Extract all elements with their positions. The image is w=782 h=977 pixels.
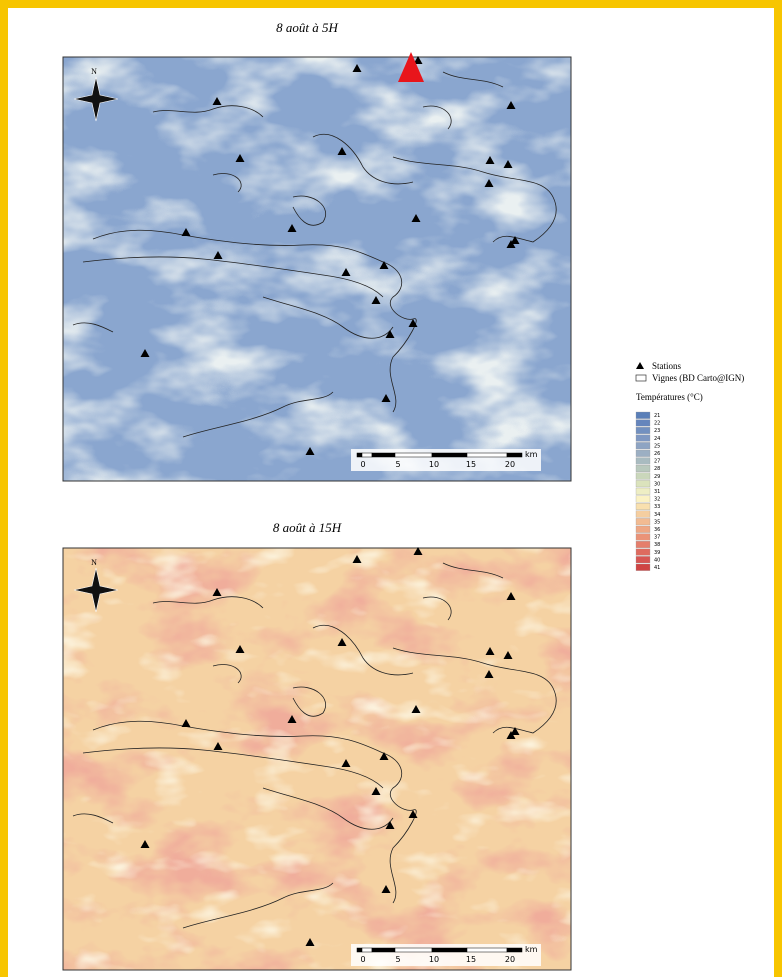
temperature-field: [63, 57, 571, 481]
legend-class-label: 41: [654, 565, 660, 571]
legend-swatch: [636, 420, 650, 427]
legend-class-label: 32: [654, 497, 660, 503]
legend-swatch: [636, 496, 650, 503]
map-title: 8 août à 5H: [276, 20, 338, 35]
scale-bar-segment: [357, 453, 362, 457]
legend-class-label: 38: [654, 542, 660, 548]
legend-temperature-title: Températures (°C): [636, 392, 703, 402]
legend-class-label: 37: [654, 535, 660, 541]
scale-bar-segment: [372, 453, 395, 457]
scale-bar-segment: [432, 453, 467, 457]
legend-class-label: 27: [654, 459, 660, 465]
legend-class-label: 35: [654, 519, 660, 525]
scale-label: 20: [505, 955, 515, 964]
legend-swatch: [636, 556, 650, 563]
legend-class-label: 33: [654, 504, 660, 510]
legend-swatch: [636, 511, 650, 518]
legend-stations: Stations: [652, 361, 682, 371]
legend-swatch: [636, 427, 650, 434]
legend-vines: Vignes (BD Carto@IGN): [652, 373, 744, 383]
scale-unit: km: [525, 945, 538, 954]
legend-swatch: [636, 442, 650, 449]
legend-class-label: 36: [654, 527, 660, 533]
scale-label: 15: [466, 460, 476, 469]
legend-class-label: 26: [654, 451, 660, 457]
legend-swatch: [636, 473, 650, 480]
scale-bar-segment: [507, 948, 522, 952]
legend-class-label: 22: [654, 421, 660, 427]
scale-bar-segment: [357, 948, 362, 952]
scale-bar-segment: [395, 948, 432, 952]
legend-swatch: [636, 450, 650, 457]
scale-label: 15: [466, 955, 476, 964]
scale-bar-segment: [467, 453, 507, 457]
legend-swatch: [636, 518, 650, 525]
scale-bar-segment: [362, 948, 372, 952]
scale-label: 10: [429, 460, 439, 469]
scale-unit: km: [525, 450, 538, 459]
scale-label: 5: [395, 955, 400, 964]
legend-class-label: 25: [654, 443, 660, 449]
legend-swatch: [636, 541, 650, 548]
legend-swatch: [636, 534, 650, 541]
scale-bar-segment: [395, 453, 432, 457]
legend-class-label: 28: [654, 466, 660, 472]
scale-bar-segment: [432, 948, 467, 952]
legend-class-label: 30: [654, 481, 660, 487]
legend-swatch: [636, 503, 650, 510]
map-panel: 8 août à 15H N 0 5 10 15 20 km: [63, 520, 571, 970]
scale-label: 0: [360, 460, 365, 469]
scale-label: 20: [505, 460, 515, 469]
legend-swatch: [636, 458, 650, 465]
north-label: N: [91, 558, 97, 567]
scale-bar-segment: [507, 453, 522, 457]
legend-class-label: 24: [654, 436, 660, 442]
legend-class-label: 34: [654, 512, 660, 518]
figure: Stations Vignes (BD Carto@IGN) Températu…: [0, 0, 782, 977]
legend-swatch: [636, 412, 650, 419]
legend-class-label: 39: [654, 550, 660, 556]
scale-label: 0: [360, 955, 365, 964]
legend-swatch: [636, 435, 650, 442]
legend-class-label: 31: [654, 489, 660, 495]
legend-swatch: [636, 465, 650, 472]
legend-class-label: 40: [654, 557, 660, 563]
legend-class-label: 23: [654, 428, 660, 434]
scale-label: 5: [395, 460, 400, 469]
legend-class-label: 21: [654, 413, 660, 419]
legend-swatch: [636, 480, 650, 487]
temperature-field: [63, 548, 571, 970]
legend-class-label: 29: [654, 474, 660, 480]
scale-label: 10: [429, 955, 439, 964]
scale-bar-segment: [362, 453, 372, 457]
map-title: 8 août à 15H: [273, 520, 342, 535]
legend-swatch: [636, 549, 650, 556]
page: Stations Vignes (BD Carto@IGN) Températu…: [0, 0, 782, 977]
scale-bar-segment: [372, 948, 395, 952]
legend-swatch: [636, 488, 650, 495]
legend-swatch: [636, 526, 650, 533]
map-panel: 8 août à 5H N 0 5 10 15 20 km: [63, 20, 571, 481]
legend-swatch: [636, 564, 650, 571]
north-label: N: [91, 67, 97, 76]
scale-bar-segment: [467, 948, 507, 952]
